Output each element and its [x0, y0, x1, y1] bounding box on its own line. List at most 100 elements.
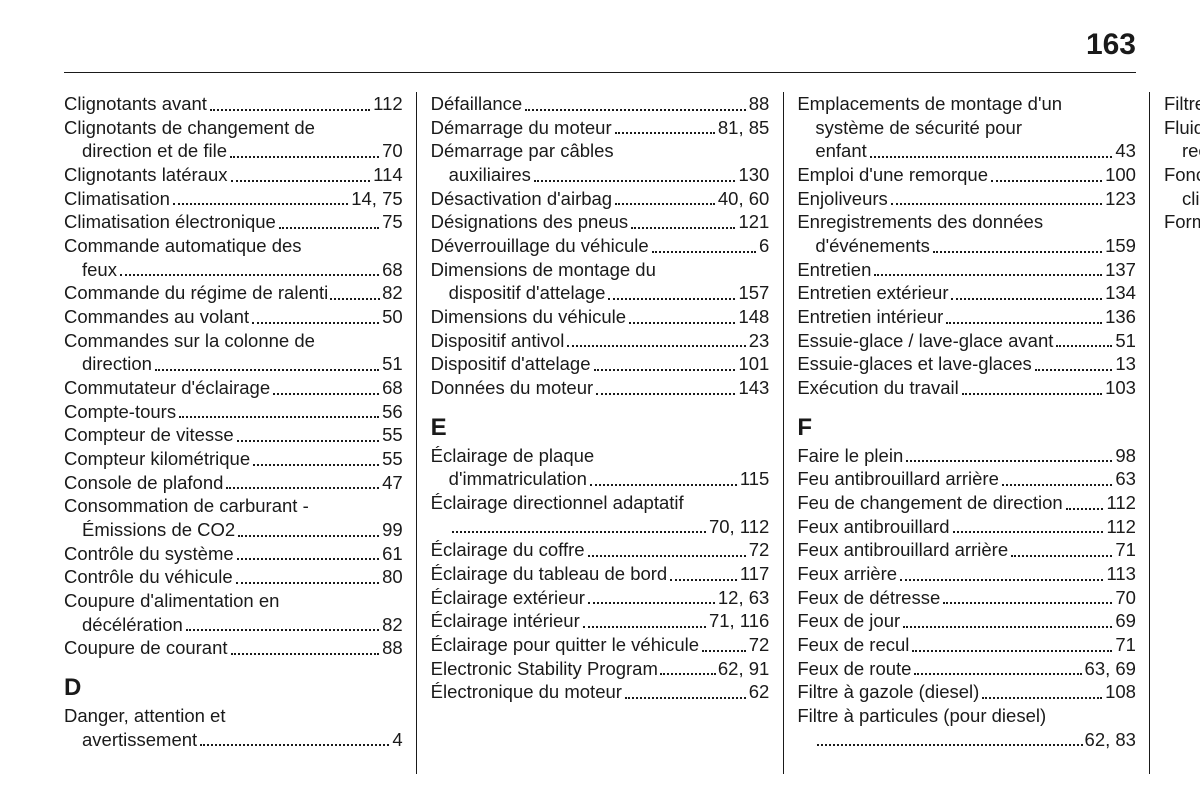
leader-dots — [608, 281, 735, 300]
index-entry-label: Faire le plein — [797, 444, 903, 468]
index-entry-line: Éclairage du coffre72 — [431, 538, 770, 562]
page-reference: 88 — [382, 636, 403, 660]
index-entry-label: direction et de file — [82, 139, 227, 163]
index-entry-line: Feux arrière113 — [797, 562, 1136, 586]
leader-dots — [933, 234, 1102, 253]
index-entry-label: Désactivation d'airbag — [431, 187, 612, 211]
index-entry: Feux de détresse70 — [797, 586, 1136, 610]
leader-dots — [120, 258, 379, 277]
index-entry: Exécution du travail103 — [797, 376, 1136, 400]
leader-dots — [702, 633, 746, 652]
page-reference: 71, 116 — [709, 609, 769, 633]
index-entry: Éclairage de plaqued'immatriculation115 — [431, 444, 770, 491]
page-reference: 115 — [740, 467, 770, 491]
index-entry-label: Compteur kilométrique — [64, 447, 250, 471]
page-reference: 13 — [1115, 352, 1136, 376]
index-entry-label: Commandes au volant — [64, 305, 249, 329]
index-entry-line: Éclairage pour quitter le véhicule72 — [431, 633, 770, 657]
leader-dots — [236, 565, 379, 584]
index-entry-text: Éclairage de plaque — [431, 444, 770, 468]
index-entry-label: Emploi d'une remorque — [797, 163, 988, 187]
index-entry-line: Feux de recul71 — [797, 633, 1136, 657]
page-reference: 143 — [738, 376, 769, 400]
leader-dots — [226, 471, 379, 490]
index-entry-line: Contrôle du système61 — [64, 542, 403, 566]
index-entry-label: Clignotants avant — [64, 92, 207, 116]
index-entry: Enjoliveurs123 — [797, 187, 1136, 211]
index-entry-line: d'immatriculation115 — [449, 467, 770, 491]
index-entry-line: Essuie-glace / lave-glace avant51 — [797, 329, 1136, 353]
index-entry-label: Feux arrière — [797, 562, 897, 586]
page-reference: 99 — [382, 518, 403, 542]
index-entry: Éclairage directionnel adaptatif70, 112 — [431, 491, 770, 538]
leader-dots — [231, 163, 371, 182]
page-reference: 56 — [382, 400, 403, 424]
index-entry: Emploi d'une remorque100 — [797, 163, 1136, 187]
leader-dots — [588, 538, 746, 557]
leader-dots — [594, 352, 736, 371]
index-entry-line: 62, 83 — [815, 728, 1136, 752]
index-entry-label: Exécution du travail — [797, 376, 958, 400]
page-reference: 101 — [738, 352, 769, 376]
leader-dots — [615, 116, 715, 135]
index-entry: Éclairage intérieur71, 116 — [431, 609, 770, 633]
index-entry-label: feux — [82, 258, 117, 282]
index-entry: Danger, attention etavertissement4 — [64, 704, 403, 751]
page-number: 163 — [1086, 28, 1136, 62]
leader-dots — [914, 657, 1081, 676]
index-entry-line: Forme convexe25 — [1164, 210, 1200, 234]
page-reference: 72 — [749, 538, 770, 562]
leader-dots — [615, 187, 715, 206]
index-entry: Commande du régime de ralenti82 — [64, 281, 403, 305]
index-entry-text: Enregistrements des données — [797, 210, 1136, 234]
index-entry-line: Dispositif d'attelage101 — [431, 352, 770, 376]
index-entry: Console de plafond47 — [64, 471, 403, 495]
index-entry-line: auxiliaires130 — [449, 163, 770, 187]
index-entry-text: Dimensions de montage du — [431, 258, 770, 282]
leader-dots — [588, 586, 715, 605]
page-reference: 12, 63 — [718, 586, 769, 610]
index-entry-label: Electronic Stability Program — [431, 657, 658, 681]
index-entry-line: Électronique du moteur62 — [431, 680, 770, 704]
index-entry-label: Climatisation — [64, 187, 170, 211]
index-entry: Commande automatique desfeux68 — [64, 234, 403, 281]
page-reference: 51 — [382, 352, 403, 376]
leader-dots — [953, 515, 1104, 534]
index-entry: Emplacements de montage d'unsystème de s… — [797, 92, 1136, 163]
index-entry-line: Feux antibrouillard112 — [797, 515, 1136, 539]
index-entry-label: Éclairage du tableau de bord — [431, 562, 668, 586]
index-entry: Entretien137 — [797, 258, 1136, 282]
index-entry-line: Console de plafond47 — [64, 471, 403, 495]
index-entry-text: Clignotants de changement de — [64, 116, 403, 140]
index-entry-text: Coupure d'alimentation en — [64, 589, 403, 613]
page-reference: 62, 83 — [1085, 728, 1136, 752]
top-rule — [64, 72, 1136, 73]
page-reference: 108 — [1105, 680, 1136, 704]
index-entry: Consommation de carburant -Émissions de … — [64, 494, 403, 541]
index-entry-line: Entretien137 — [797, 258, 1136, 282]
index-entry-label: Commande du régime de ralenti — [64, 281, 328, 305]
index-entry-label: Compte-tours — [64, 400, 176, 424]
leader-dots — [200, 728, 389, 747]
page-reference: 68 — [382, 258, 403, 282]
index-entry-line: Commandes au volant50 — [64, 305, 403, 329]
index-entry: Compte-tours 56 — [64, 400, 403, 424]
index-entry-line: Contrôle du véhicule80 — [64, 565, 403, 589]
section-heading: D — [64, 674, 403, 702]
index-entry: Éclairage du coffre72 — [431, 538, 770, 562]
index-entry: Filtre à gazole (diesel) 108 — [797, 680, 1136, 704]
leader-dots — [590, 467, 737, 486]
page-reference: 63, 69 — [1085, 657, 1136, 681]
page-reference: 112 — [373, 92, 403, 116]
index-entry: Dimensions du véhicule148 — [431, 305, 770, 329]
index-entry: Dimensions de montage dudispositif d'att… — [431, 258, 770, 305]
index-entry: Défaillance88 — [431, 92, 770, 116]
page-reference: 71 — [1115, 633, 1136, 657]
page-reference: 70, 112 — [709, 515, 769, 539]
index-entry: Éclairage extérieur12, 63 — [431, 586, 770, 610]
index-entry-line: Feu de changement de direction112 — [797, 491, 1136, 515]
leader-dots — [534, 163, 736, 182]
index-entry-label: avertissement — [82, 728, 197, 752]
index-entry-label: Filtre à gazole (diesel) — [797, 680, 979, 704]
page-reference: 82 — [382, 613, 403, 637]
